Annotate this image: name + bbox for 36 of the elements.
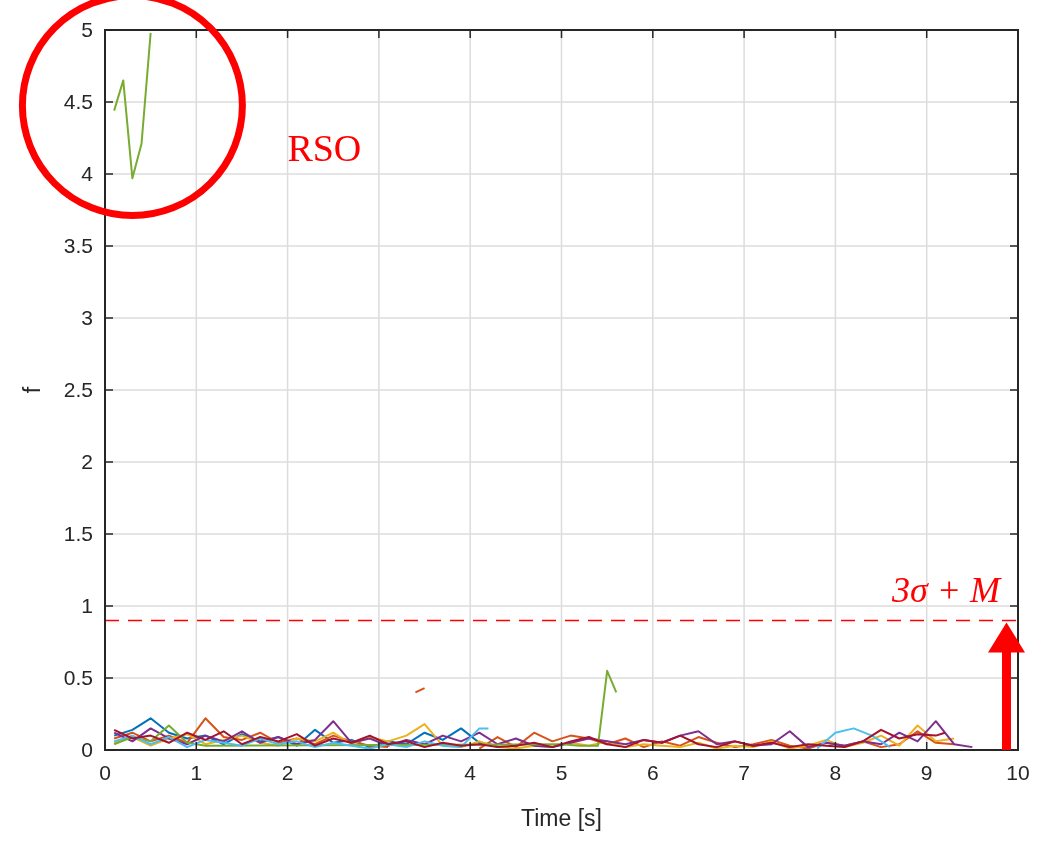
- line-series: [113, 669, 618, 747]
- line-series: [113, 720, 974, 749]
- line-series: [113, 717, 390, 749]
- y-tick-label: 4.5: [63, 90, 93, 113]
- line-series: [113, 723, 956, 750]
- y-tick-label: 0: [81, 738, 93, 761]
- y-tick-label: 3: [81, 306, 93, 329]
- line-series: [113, 728, 946, 749]
- y-tick-label: 0.5: [63, 666, 93, 689]
- x-tick-label: 1: [190, 761, 203, 784]
- x-tick-label: 6: [646, 761, 659, 784]
- line-series: [113, 727, 490, 750]
- ref-line-label: 3σ + M: [890, 570, 1002, 611]
- x-tick-label: 9: [920, 761, 933, 784]
- y-tick-label: 1.5: [63, 522, 93, 545]
- line-series: [816, 727, 892, 750]
- x-tick-label: 7: [738, 761, 750, 784]
- y-tick-label: 2: [81, 450, 93, 473]
- y-axis-title: f: [19, 386, 45, 394]
- annotation: RSO: [287, 126, 362, 169]
- y-tick-label: 4: [81, 162, 94, 185]
- y-tick-label: 1: [81, 594, 93, 617]
- x-tick-label: 8: [829, 761, 842, 784]
- y-tick-label: 2.5: [63, 378, 93, 401]
- y-tick-label: 5: [81, 18, 93, 41]
- x-tick-label: 5: [555, 761, 568, 784]
- y-tick-label: 3.5: [63, 234, 93, 257]
- x-tick-label: 2: [281, 761, 294, 784]
- line-series: [113, 717, 499, 749]
- x-tick-label: 10: [1006, 761, 1030, 784]
- x-tick-label: 4: [464, 761, 477, 784]
- x-tick-label: 3: [373, 761, 385, 784]
- line-series: [113, 31, 152, 180]
- line-series: [478, 730, 956, 750]
- x-axis-title: Time [s]: [521, 805, 602, 831]
- x-tick-label: 0: [99, 761, 111, 784]
